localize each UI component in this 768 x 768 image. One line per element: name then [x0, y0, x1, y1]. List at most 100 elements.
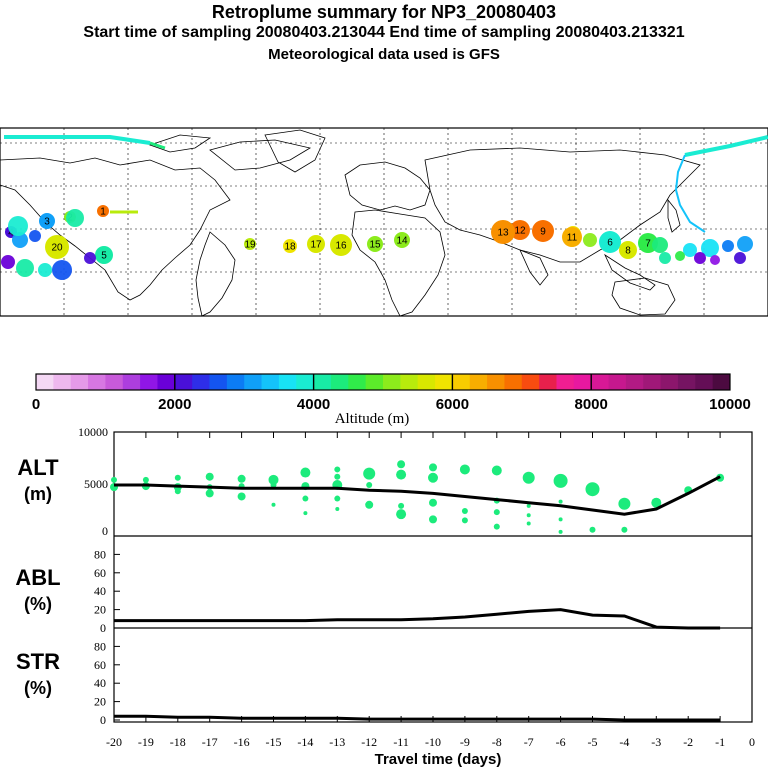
map-marker-circle [39, 213, 55, 229]
map-cluster-19 [659, 252, 671, 264]
alt-point-9 [205, 489, 214, 498]
alt-point-19 [303, 511, 308, 516]
map-marker-label: 12 [514, 226, 526, 237]
abl-panel: ABL (%) 80 60 40 20 0 [15, 547, 721, 635]
colorbar-cell-27 [504, 374, 523, 390]
track-bering [149, 141, 166, 150]
map-marker-11: 11 [562, 227, 582, 247]
colorbar-cell-2 [70, 374, 89, 390]
x-tick-label--2: -2 [683, 735, 693, 749]
x-tick-label--7: -7 [524, 735, 534, 749]
map-marker-label: 7 [645, 239, 651, 250]
abl-ylabel-unit: (%) [24, 594, 52, 614]
map-marker-6: 6 [599, 231, 621, 253]
colorbar-cell-39 [712, 374, 731, 390]
colorbar-cell-20 [383, 374, 401, 390]
colorbar-cell-0 [36, 374, 54, 390]
map-marker-19: 19 [244, 238, 256, 251]
map-marker-8: 8 [619, 241, 637, 259]
colorbar-cell-31 [573, 374, 592, 390]
map-marker-circle [532, 220, 554, 242]
map-marker-3: 3 [39, 213, 55, 229]
alt-point-14 [270, 482, 277, 489]
alt-point-35 [429, 515, 437, 524]
map-marker-18: 18 [283, 239, 297, 253]
colorbar-cell-21 [400, 374, 419, 390]
map-cluster-10 [652, 237, 668, 253]
colorbar-cell-9 [192, 374, 210, 390]
sampling-times: Start time of sampling 20080403.213044 E… [83, 24, 685, 41]
map-marker-1: 1 [97, 205, 109, 218]
map-marker-label: 17 [310, 240, 322, 251]
map-marker-16: 16 [330, 234, 352, 256]
map-marker-5: 5 [95, 246, 113, 264]
colorbar-cell-4 [105, 374, 124, 390]
map-marker-12: 12 [510, 220, 530, 240]
map-marker-circle [510, 220, 530, 240]
map-marker-17: 17 [307, 235, 325, 253]
map-cluster-18 [675, 251, 685, 261]
abl-yticks: 80 60 40 20 0 [94, 547, 120, 635]
alt-point-46 [526, 521, 531, 526]
alt-point-12 [237, 492, 246, 501]
colorbar-cell-23 [435, 374, 453, 390]
x-tick-label--15: -15 [266, 735, 282, 749]
alt-point-20 [334, 466, 341, 473]
x-tick-label--13: -13 [329, 735, 345, 749]
alt-point-16 [300, 467, 311, 478]
alt-point-48 [558, 499, 563, 504]
x-axis-ticks: -20 -19 -18 -17 -16 -15 -14 -13 -12 -11 -10 -9 -8 -7-… [106, 432, 755, 749]
map-marker-label: 8 [625, 246, 631, 257]
str-ylabel-unit: (%) [24, 678, 52, 698]
colorbar-cell-6 [140, 374, 158, 390]
map-marker-label: 11 [567, 233, 578, 244]
map-marker-label: 1 [100, 207, 106, 218]
x-tick-label--12: -12 [361, 735, 377, 749]
abl-ytick-label: 40 [94, 584, 106, 598]
alt-point-43 [522, 471, 535, 484]
alt-point-6 [174, 488, 181, 495]
map-marker-circle [491, 220, 515, 244]
str-ytick-label: 80 [94, 639, 106, 653]
str-panel: STR (%) 80 60 40 20 0 [16, 639, 721, 727]
map-marker-20: 20 [45, 235, 69, 259]
str-ytick-label: 40 [94, 676, 106, 690]
x-tick-label--18: -18 [170, 735, 186, 749]
map-marker-label: 14 [396, 236, 408, 247]
colorbar-cell-38 [695, 374, 714, 390]
abl-ytick-label: 20 [94, 603, 106, 617]
colorbar-cell-34 [625, 374, 644, 390]
world-map: 1234567891011121314151617181920 [0, 127, 768, 317]
colorbar-cell-18 [348, 374, 367, 390]
map-cluster-4 [38, 263, 52, 277]
colorbar-cell-14 [278, 374, 297, 390]
colorbar-cell-30 [556, 374, 575, 390]
track-east-asia [674, 154, 706, 233]
map-marker-9: 9 [532, 220, 554, 242]
map-marker-circle [394, 232, 410, 248]
map-cluster-11 [683, 243, 697, 257]
map-marker-14: 14 [394, 232, 410, 248]
colorbar-cell-12 [244, 374, 263, 390]
map-marker-circle [97, 205, 109, 217]
alt-point-39 [491, 465, 502, 476]
colorbar-cell-37 [677, 374, 696, 390]
alt-point-33 [428, 472, 438, 483]
alt-point-23 [334, 495, 341, 502]
x-tick-label--3: -3 [651, 735, 661, 749]
alt-point-13 [268, 474, 279, 485]
x-tick-label--20: -20 [106, 735, 122, 749]
alt-ylabel-unit: (m) [24, 484, 52, 504]
alt-point-50 [558, 529, 563, 534]
x-tick-label--9: -9 [460, 735, 470, 749]
alt-ylabel: ALT [17, 455, 59, 480]
map-cluster-0 [12, 232, 28, 248]
abl-ylabel: ABL [15, 565, 60, 590]
alt-point-37 [461, 508, 468, 515]
map-cluster-13 [722, 240, 734, 252]
map-marker-label: 3 [44, 217, 50, 228]
str-ylabel: STR [16, 649, 60, 674]
abl-ytick-label: 80 [94, 547, 106, 561]
x-tick-label--1: -1 [715, 735, 725, 749]
